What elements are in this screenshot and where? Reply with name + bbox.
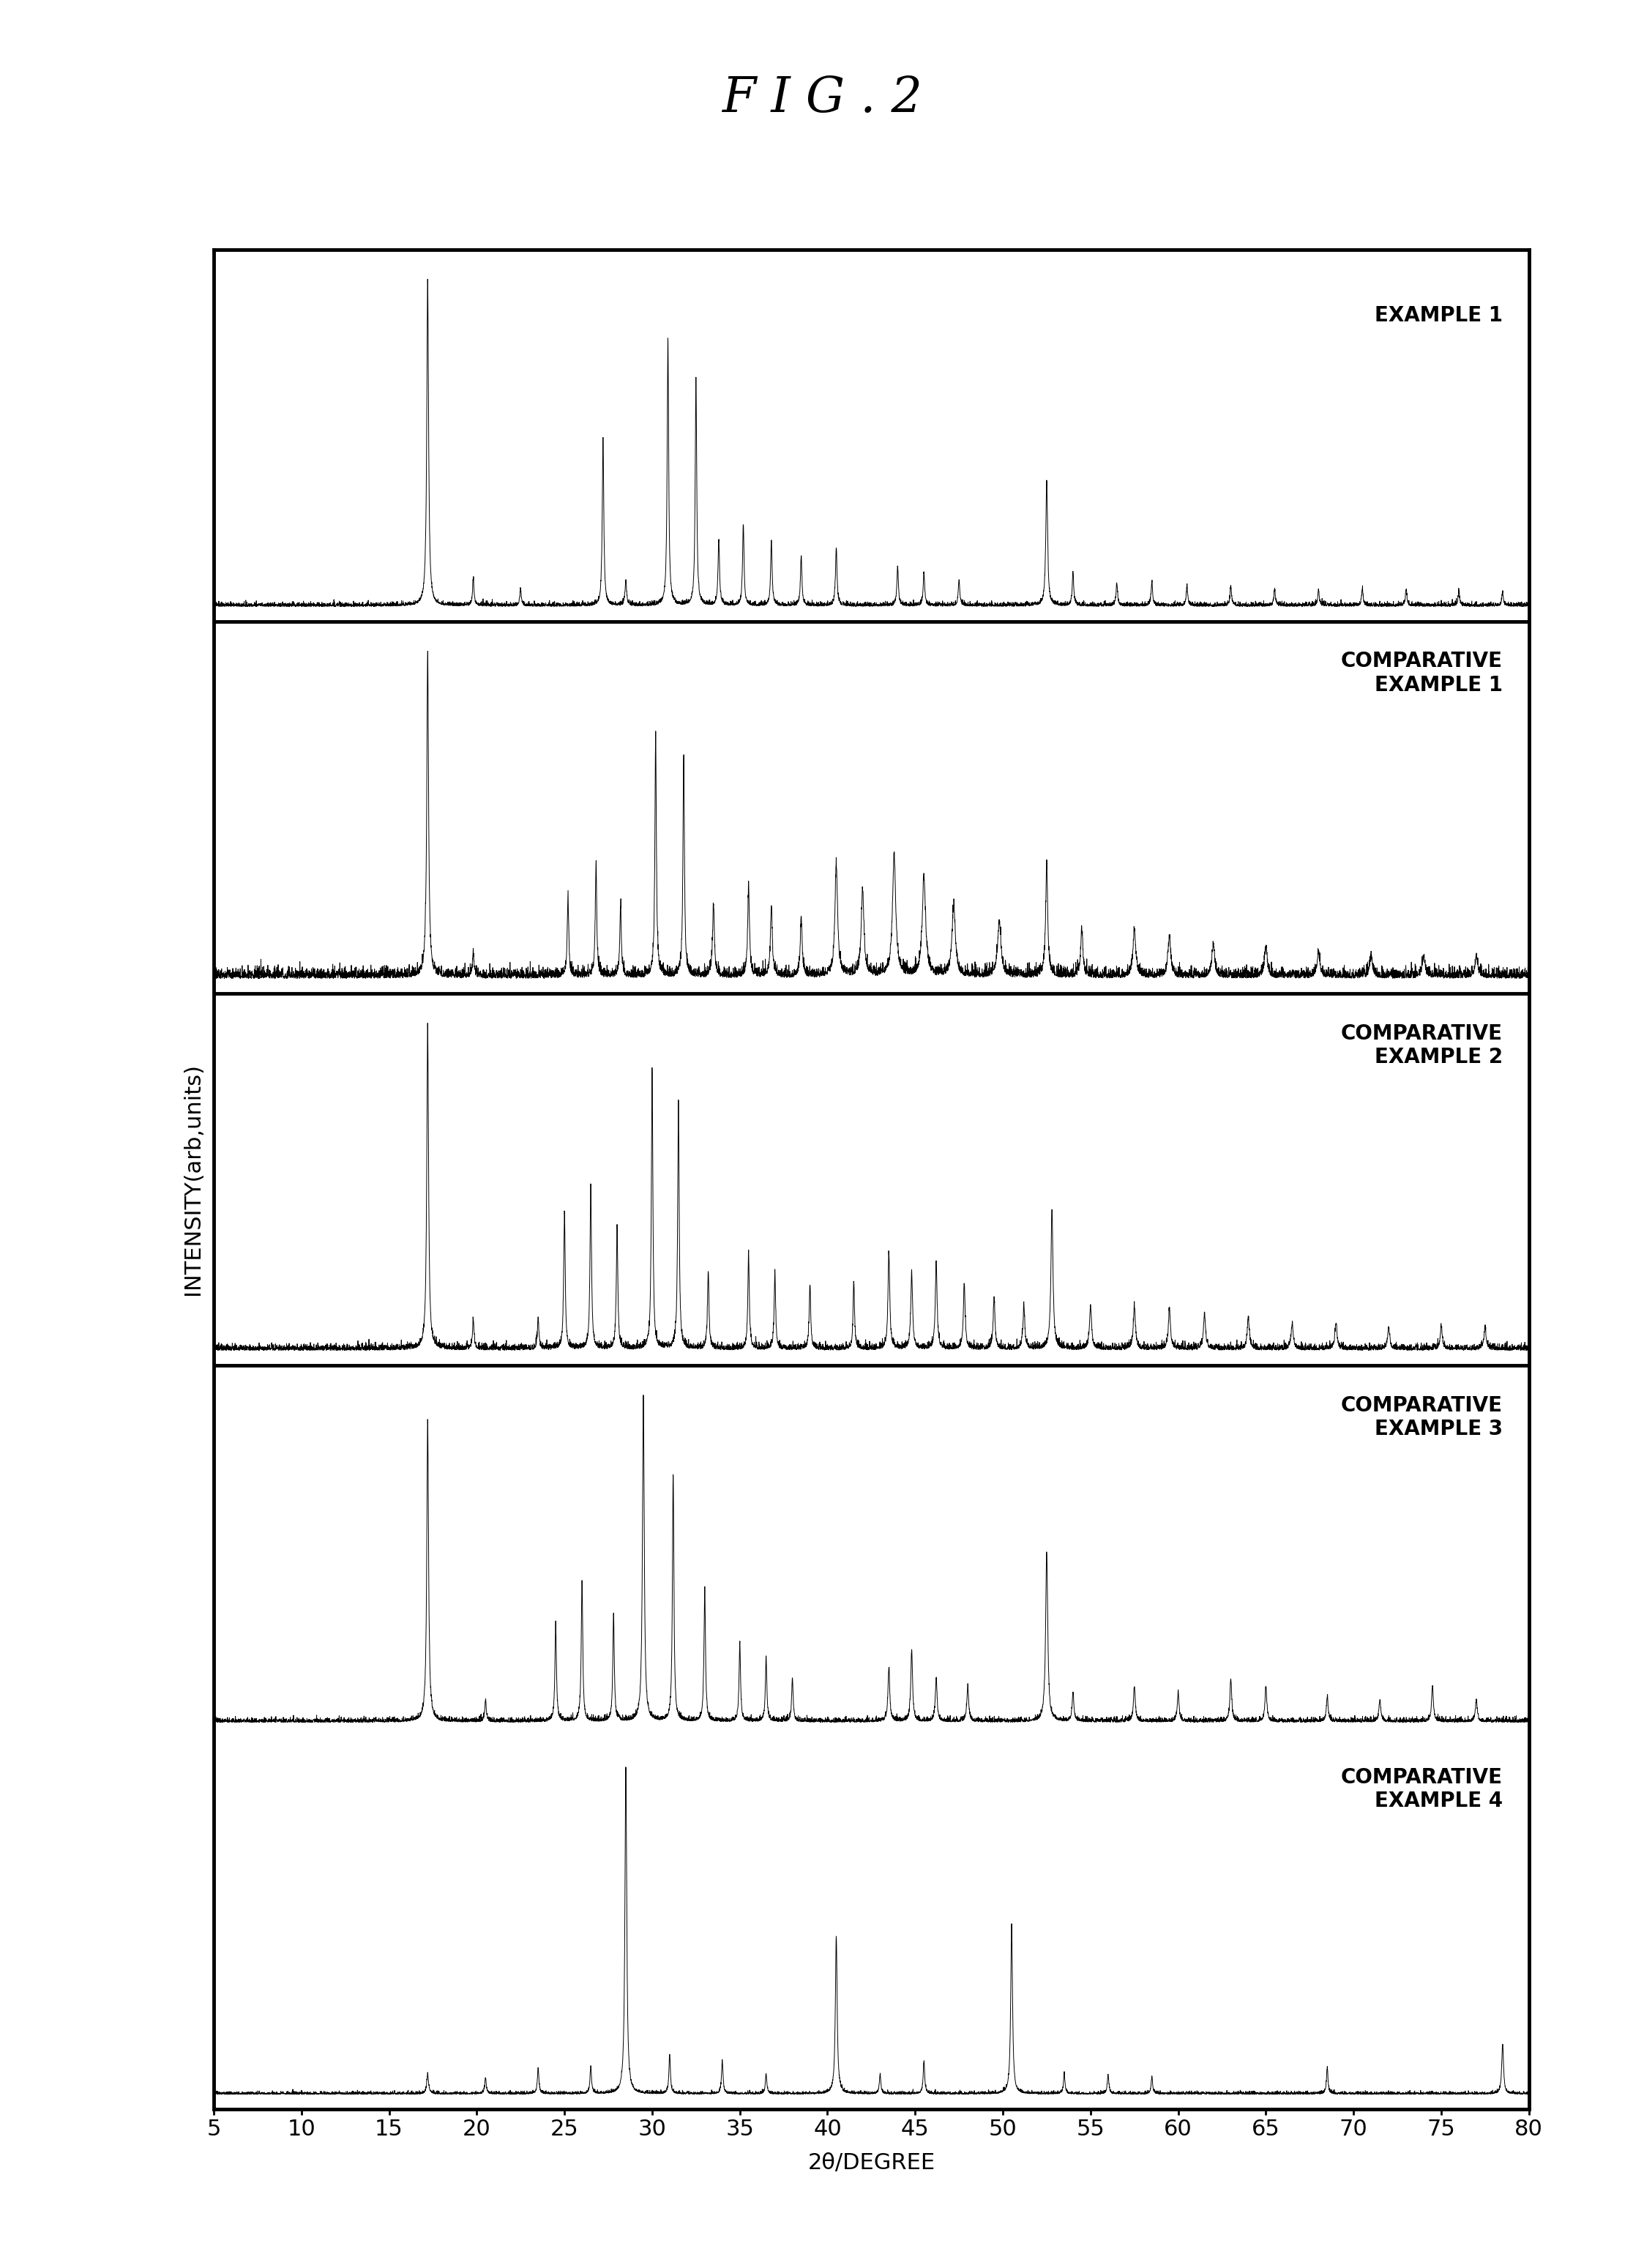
Text: COMPARATIVE
EXAMPLE 1: COMPARATIVE EXAMPLE 1 (1342, 651, 1503, 696)
Text: EXAMPLE 1: EXAMPLE 1 (1374, 306, 1503, 327)
Text: COMPARATIVE
EXAMPLE 2: COMPARATIVE EXAMPLE 2 (1342, 1023, 1503, 1068)
X-axis label: 2θ/DEGREE: 2θ/DEGREE (807, 2152, 935, 2173)
Text: COMPARATIVE
EXAMPLE 3: COMPARATIVE EXAMPLE 3 (1342, 1395, 1503, 1440)
Y-axis label: INTENSITY(arb,units): INTENSITY(arb,units) (182, 1064, 204, 1295)
Text: COMPARATIVE
EXAMPLE 4: COMPARATIVE EXAMPLE 4 (1342, 1767, 1503, 1812)
Text: F I G . 2: F I G . 2 (722, 75, 922, 122)
